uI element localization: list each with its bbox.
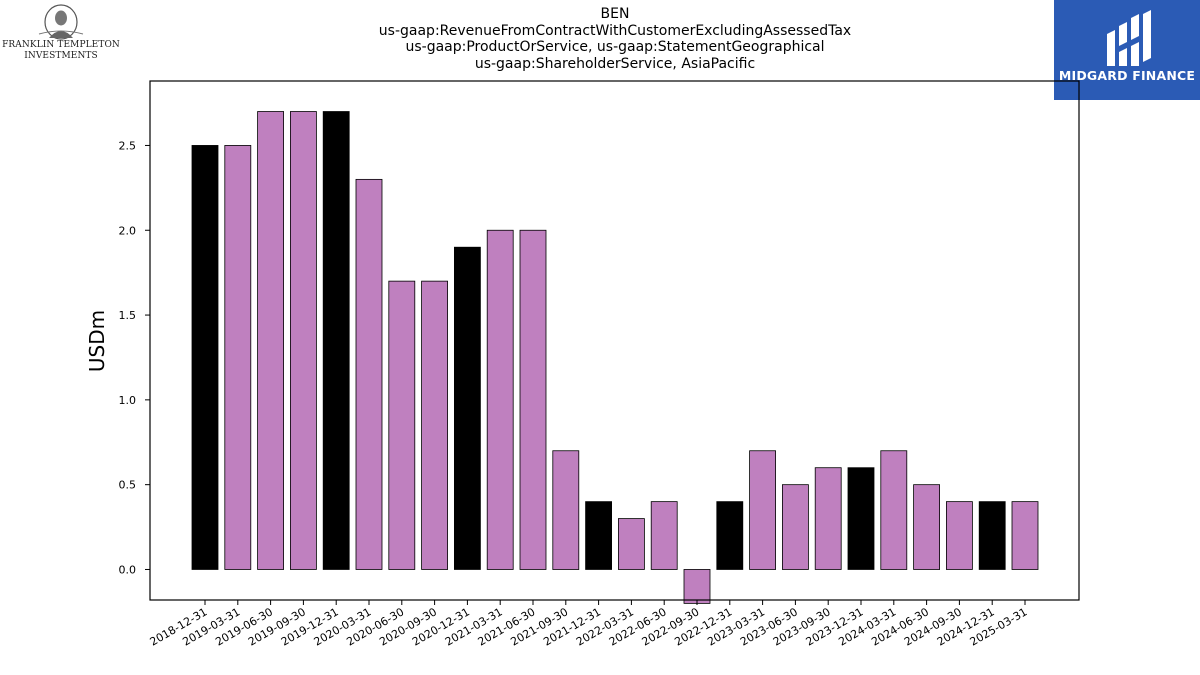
bar-2024-09-30 — [946, 501, 973, 570]
bar-2023-06-30 — [782, 484, 809, 570]
logo-left-line1: FRANKLIN TEMPLETON — [2, 40, 120, 50]
bar-2020-03-31 — [355, 178, 383, 570]
bar-2023-03-31 — [749, 450, 776, 570]
bar-2022-03-31 — [618, 518, 645, 570]
y-tick-label: 0.5 — [119, 479, 137, 492]
bar-2019-03-31 — [224, 145, 252, 570]
portrait-icon — [38, 4, 84, 40]
title-line-concept: us-gaap:RevenueFromContractWithCustomerE… — [378, 22, 852, 39]
bar-2021-06-30 — [519, 229, 547, 570]
y-tick-label: 1.0 — [119, 394, 137, 407]
y-tick-label: 0.0 — [119, 563, 137, 576]
bar-2024-03-31 — [880, 450, 908, 570]
bar-2019-06-30 — [257, 111, 285, 570]
bar-2018-12-31 — [191, 145, 219, 570]
bar-2025-03-31 — [1011, 501, 1039, 570]
bar-2020-09-30 — [421, 280, 449, 570]
logo-right-text: MIDGARD FINANCE — [1058, 68, 1196, 83]
title-line-member: us-gaap:ShareholderService, AsiaPacific — [474, 55, 756, 72]
bar-2020-06-30 — [388, 280, 416, 570]
title-line-axis: us-gaap:ProductOrService, us-gaap:Statem… — [405, 39, 825, 55]
plot-frame — [149, 80, 1080, 601]
x-axis: 2018-12-312019-03-312019-06-302019-09-30… — [148, 600, 1030, 649]
y-axis-label: USDm — [85, 310, 109, 372]
bar-2021-03-31 — [486, 229, 514, 570]
midgard-finance-logo: MIDGARD FINANCE — [1054, 0, 1200, 100]
bar-2019-09-30 — [289, 111, 317, 570]
midgard-mark-icon — [1107, 10, 1151, 66]
bar-2023-09-30 — [814, 467, 842, 570]
bar-2023-12-31 — [847, 467, 875, 570]
chart-title: BEN us-gaap:RevenueFromContractWithCusto… — [300, 6, 930, 72]
bar-2020-12-31 — [453, 246, 481, 570]
y-tick-label: 1.5 — [119, 309, 137, 322]
bar-2022-06-30 — [650, 501, 678, 570]
franklin-templeton-logo: FRANKLIN TEMPLETON INVESTMENTS — [0, 0, 122, 66]
bar-2021-09-30 — [552, 450, 580, 570]
bar-2021-12-31 — [585, 501, 612, 570]
bar-2022-12-31 — [716, 501, 744, 570]
bar-2019-12-31 — [322, 111, 350, 570]
bar-2024-06-30 — [913, 484, 940, 570]
bar-2024-12-31 — [978, 501, 1006, 570]
bar-2022-09-30 — [683, 569, 711, 604]
y-tick-label: 2.5 — [119, 139, 137, 152]
y-tick-label: 2.0 — [119, 224, 137, 237]
bar-group — [191, 111, 1039, 604]
y-axis: 0.0 0.5 1.0 1.5 2.0 2.5 — [119, 139, 150, 576]
logo-left-line2: INVESTMENTS — [24, 50, 98, 61]
title-line-ticker: BEN — [600, 6, 630, 22]
